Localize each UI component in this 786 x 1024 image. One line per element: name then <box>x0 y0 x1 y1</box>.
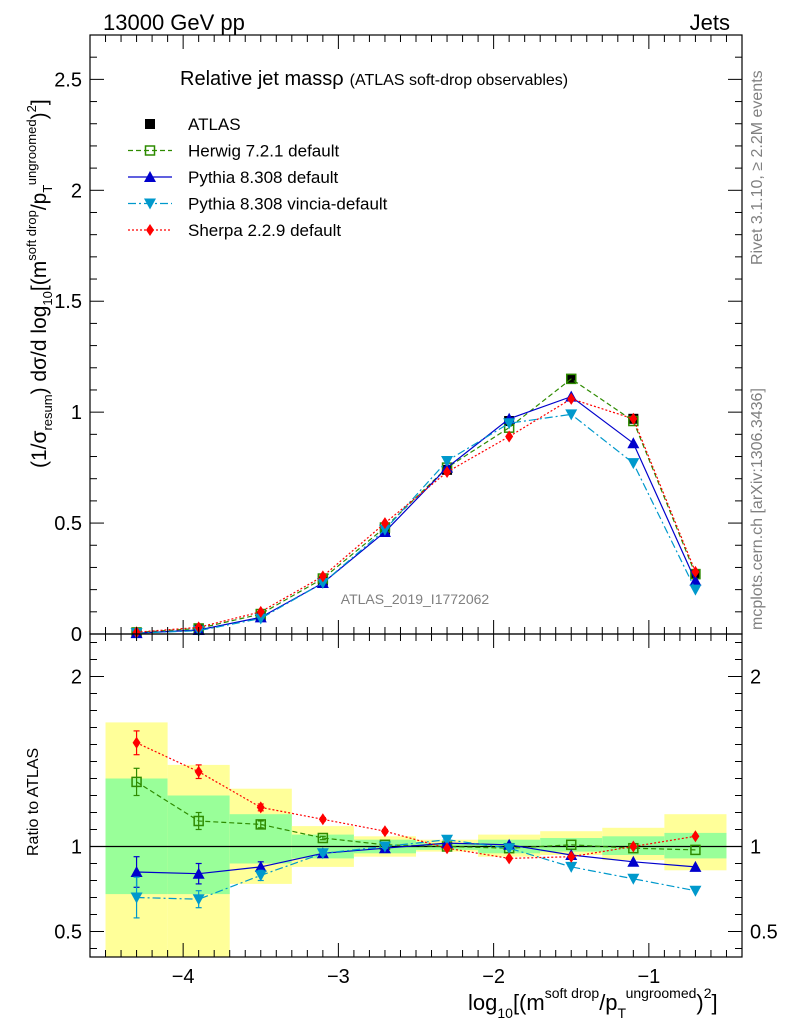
rivet-label: Rivet 3.1.10, ≥ 2.2M events <box>749 70 766 265</box>
sherpa-point <box>629 840 638 853</box>
mcplots-label: mcplots.cern.ch [arXiv:1306.3436] <box>749 388 766 630</box>
sherpa-point <box>691 565 700 578</box>
pythia-point <box>144 171 156 182</box>
sherpa-point <box>505 852 514 865</box>
vincia-point <box>441 834 454 846</box>
sherpa-point <box>194 765 203 778</box>
sherpa-point <box>146 224 154 236</box>
title-text: Relative jet mass <box>180 68 332 90</box>
sherpa-point <box>256 801 265 814</box>
main-plot-panel: 0 0.5 1 1.5 2 2.5 <box>54 34 743 646</box>
sherpa-point <box>318 813 327 826</box>
ratio-ytick-label: 1 <box>71 837 82 859</box>
vincia-point <box>565 861 578 873</box>
main-title: Relative jet massρ (ATLAS soft-drop obser… <box>180 68 568 90</box>
main-ytick-label: 2 <box>71 180 82 202</box>
main-ylabel: (1/σresum) dσ/d log10[(msoft drop/pTungr… <box>24 99 55 468</box>
ratio-xlabel: log10[(msoft drop/pTungroomed)2] <box>468 985 718 1021</box>
herwig-point <box>193 815 204 827</box>
vincia-point <box>503 843 516 855</box>
vincia-point <box>441 455 454 467</box>
xtick-label: −4 <box>172 966 195 988</box>
sherpa-point <box>691 830 700 843</box>
sherpa-point <box>567 850 576 863</box>
legend-label: ATLAS <box>188 115 241 134</box>
sherpa-point <box>256 605 265 618</box>
main-ytick-label: 2.5 <box>54 69 82 91</box>
ratio-ytick-label: 0.5 <box>54 922 82 944</box>
series-line <box>136 395 696 634</box>
main-ytick-label: 1.5 <box>54 291 82 313</box>
vincia-point <box>627 458 640 470</box>
pythia-point <box>192 867 205 879</box>
vincia-point <box>627 873 640 885</box>
series-line <box>136 839 696 900</box>
herwig-point <box>565 373 577 385</box>
title-symbol: ρ <box>332 68 343 90</box>
series-line <box>136 842 696 875</box>
series-line <box>136 413 696 634</box>
ratio-ylabel: Ratio to ATLAS <box>25 748 42 856</box>
sherpa-point <box>629 412 638 425</box>
legend-label: Pythia 8.308 default <box>188 168 339 187</box>
xtick-label: −1 <box>637 966 660 988</box>
main-ytick-label: 0.5 <box>54 513 82 535</box>
sherpa-point <box>132 736 141 749</box>
herwig-point <box>255 819 267 830</box>
vincia-point <box>254 870 267 882</box>
sherpa-point <box>318 570 327 583</box>
vincia-point <box>689 885 702 897</box>
atlas-point <box>145 119 155 129</box>
pythia-point <box>627 855 640 867</box>
vincia-point <box>503 418 516 430</box>
vincia-point <box>316 848 329 860</box>
pythia-point <box>254 860 267 872</box>
header-left: 13000 GeV pp <box>103 10 245 35</box>
vincia-point <box>316 577 329 589</box>
sherpa-point <box>380 517 389 530</box>
vincia-point <box>130 892 143 904</box>
legend: ATLAS Herwig 7.2.1 default Pythia 8.308 de… <box>128 115 388 240</box>
legend-label: Herwig 7.2.1 default <box>188 142 339 161</box>
xtick-label: −2 <box>482 966 505 988</box>
watermark: ATLAS_2019_I1772062 <box>341 591 490 607</box>
ratio-ytick-label-right: 2 <box>750 667 761 689</box>
herwig-point <box>317 832 329 844</box>
main-ytick-label: 1 <box>71 402 82 424</box>
legend-label: Sherpa 2.2.9 default <box>188 221 341 240</box>
pythia-point <box>130 866 143 877</box>
main-ytick-label: 0 <box>71 624 82 646</box>
vincia-point <box>254 613 267 625</box>
herwig-point <box>131 776 142 788</box>
vincia-point <box>565 409 578 421</box>
sherpa-point <box>567 392 576 405</box>
ratio-ytick-label-right: 1 <box>750 837 761 859</box>
sherpa-point <box>505 430 514 443</box>
legend-label: Pythia 8.308 vincia-default <box>188 195 388 214</box>
pythia-point <box>689 574 702 586</box>
ratio-ytick-label-right: 0.5 <box>750 922 778 944</box>
title-subtitle: (ATLAS soft-drop observables) <box>350 72 568 89</box>
vincia-point <box>378 841 391 853</box>
series-line <box>136 742 696 860</box>
pythia-point <box>627 437 640 449</box>
ratio-ytick-label: 2 <box>71 667 82 689</box>
sherpa-point <box>443 466 452 479</box>
pythia-point <box>689 860 702 872</box>
sherpa-point <box>443 842 452 855</box>
xtick-label: −3 <box>327 966 350 988</box>
herwig-point <box>690 844 701 856</box>
series-line <box>136 398 696 633</box>
ratio-plot-panel: 0.5 0.5 1 1 2 2 −4 −3 −2 −1 <box>54 633 778 988</box>
vincia-point <box>192 894 205 906</box>
sherpa-point <box>380 825 389 838</box>
vincia-point <box>689 584 702 596</box>
vincia-point <box>144 198 156 210</box>
vincia-point <box>378 524 391 536</box>
herwig-point <box>144 145 156 156</box>
series-line <box>136 378 696 634</box>
header-right: Jets <box>690 10 730 35</box>
